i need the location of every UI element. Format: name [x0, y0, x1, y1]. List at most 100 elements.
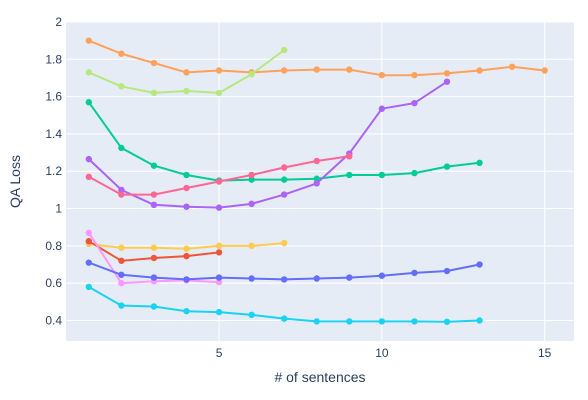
- series-2: [85, 46, 288, 97]
- data-point: [280, 315, 288, 322]
- data-point: [443, 318, 451, 325]
- data-point: [443, 78, 451, 85]
- data-point: [280, 191, 288, 198]
- data-point: [476, 261, 483, 268]
- data-point: [280, 46, 288, 54]
- data-point: [313, 318, 320, 325]
- data-point: [411, 169, 418, 177]
- data-point: [248, 176, 255, 183]
- data-point: [150, 89, 158, 97]
- data-point: [85, 229, 92, 237]
- y-tick-label: 1.6: [45, 90, 62, 104]
- data-point: [346, 318, 353, 325]
- data-point: [150, 201, 158, 209]
- data-point: [411, 71, 418, 79]
- data-point: [313, 157, 320, 165]
- data-point: [215, 204, 223, 211]
- data-point: [118, 191, 125, 198]
- data-point: [346, 274, 353, 281]
- series-9: [85, 259, 483, 283]
- data-point: [118, 244, 125, 251]
- data-point: [248, 311, 255, 319]
- x-axis-title: # of sentences: [274, 369, 365, 385]
- data-point: [183, 245, 190, 252]
- x-tick-labels: 5 10 15: [216, 346, 552, 360]
- data-point: [248, 200, 255, 208]
- data-point: [150, 162, 158, 169]
- data-point: [183, 87, 190, 95]
- data-point: [85, 259, 92, 266]
- data-point: [215, 279, 223, 286]
- data-point: [280, 176, 288, 183]
- data-point: [85, 37, 92, 44]
- data-point: [85, 283, 92, 291]
- y-tick-label: 1: [55, 202, 62, 216]
- x-tick-label: 10: [375, 346, 389, 360]
- data-point: [508, 63, 516, 70]
- data-point: [248, 275, 255, 282]
- x-tick-label: 5: [216, 346, 223, 360]
- data-point: [378, 105, 386, 112]
- y-tick-label: 2: [55, 15, 62, 29]
- data-point: [118, 186, 125, 194]
- y-grid: [66, 21, 574, 321]
- data-point: [150, 191, 158, 198]
- data-point: [183, 184, 190, 192]
- data-point: [411, 99, 418, 107]
- data-point: [118, 144, 125, 152]
- data-point: [378, 318, 386, 325]
- data-point: [313, 275, 320, 282]
- data-point: [118, 271, 125, 278]
- data-point: [150, 303, 158, 310]
- series-layer: [85, 37, 548, 325]
- data-point: [150, 244, 158, 251]
- data-point: [443, 70, 451, 77]
- data-point: [85, 173, 92, 181]
- data-point: [215, 67, 223, 74]
- data-point: [313, 175, 320, 182]
- data-point: [183, 276, 190, 283]
- y-tick-label: 1.2: [45, 164, 62, 178]
- data-point: [85, 69, 92, 76]
- data-point: [215, 274, 223, 281]
- data-point: [215, 308, 223, 316]
- data-point: [411, 269, 418, 277]
- data-point: [85, 237, 92, 245]
- series-3: [85, 99, 483, 184]
- data-point: [118, 302, 125, 309]
- y-tick-labels: 0.4 0.6 0.8 1 1.2 1.4 1.6 1.8 2: [45, 15, 62, 327]
- data-point: [346, 171, 353, 179]
- data-point: [280, 276, 288, 283]
- series-line: [88, 80, 448, 209]
- data-point: [215, 242, 223, 250]
- y-axis-title: QA Loss: [7, 155, 23, 208]
- data-point: [85, 99, 92, 106]
- data-point: [118, 83, 125, 90]
- data-point: [378, 71, 386, 79]
- data-point: [541, 67, 548, 74]
- data-point: [118, 279, 125, 287]
- y-tick-label: 0.8: [45, 239, 62, 253]
- data-point: [378, 272, 386, 279]
- data-point: [476, 67, 483, 74]
- data-point: [85, 155, 92, 163]
- data-point: [215, 249, 223, 256]
- data-point: [476, 159, 483, 167]
- x-tick-label: 15: [538, 346, 552, 360]
- data-point: [215, 89, 223, 97]
- data-point: [313, 66, 320, 73]
- data-point: [280, 67, 288, 74]
- data-point: [248, 71, 255, 78]
- data-point: [346, 153, 353, 160]
- data-point: [183, 203, 190, 210]
- data-point: [280, 164, 288, 171]
- data-point: [248, 242, 255, 250]
- data-point: [150, 254, 158, 262]
- data-point: [411, 318, 418, 325]
- data-point: [378, 171, 386, 179]
- data-point: [183, 252, 190, 260]
- data-point: [118, 50, 125, 57]
- data-point: [118, 257, 125, 264]
- data-point: [183, 69, 190, 76]
